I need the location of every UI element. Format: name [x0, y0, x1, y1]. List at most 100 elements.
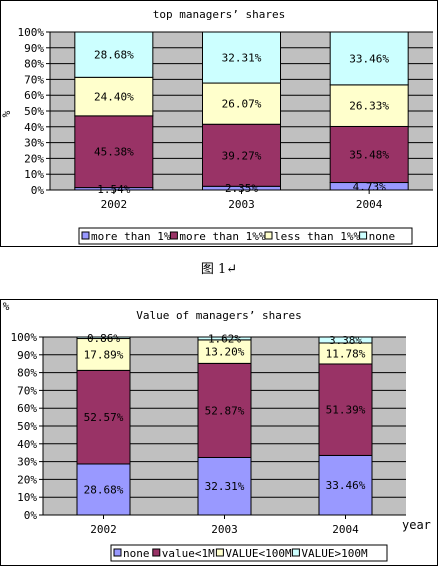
- chart-2-xlabel: year: [402, 518, 431, 532]
- chart-1-legend-swatch: [81, 231, 90, 240]
- chart-2-bar-segment: [318, 336, 373, 344]
- chart-1-data-label: 32.31%: [222, 52, 262, 65]
- chart-2-bar-segment: [197, 336, 252, 341]
- chart-2-legend: none value<1M VALUE<100M VALUE>100M: [110, 544, 388, 562]
- chart-1-data-label: 26.33%: [349, 100, 389, 113]
- chart-1-legend-label: more than 1%: [91, 230, 171, 243]
- chart-1-bars: [74, 31, 409, 191]
- chart-1-legend-swatch: [169, 231, 178, 240]
- chart-1-y-tick-label: 0%: [31, 184, 45, 197]
- figure-caption: 图 1↵: [200, 262, 238, 277]
- chart-1: top managers’ shares % 1.54% 45.38% 24.40%…: [0, 8, 433, 245]
- chart-1-bar-segment: [202, 82, 281, 125]
- chart-1-bar-segment: [329, 84, 409, 127]
- chart-1-bar-segment: [74, 115, 154, 189]
- chart-1-y-tick-label: 70%: [24, 73, 44, 86]
- chart-1-data-label: 1.54%: [97, 183, 130, 196]
- chart-1-legend: more than 1% more than 1%% less than 1%% no…: [78, 227, 413, 245]
- chart-1-legend-swatch: [359, 231, 368, 240]
- chart-1-data-label: 24.40%: [94, 91, 134, 104]
- chart-2-y-tick-label: 30%: [17, 456, 37, 469]
- chart-2-legend-swatch: [291, 548, 300, 557]
- chart-2-y-tick-label: 20%: [17, 473, 37, 486]
- chart-2-x-tick-label: 2003: [211, 523, 238, 536]
- chart-2-data-label: 13.20%: [205, 346, 245, 359]
- chart-1-data-labels: 1.54% 45.38% 24.40% 28.68% 2.35% 39.27% 26.07%…: [94, 49, 389, 196]
- chart-2-y-tick-label: 50%: [17, 420, 37, 433]
- chart-2-data-label: 52.57%: [84, 411, 124, 424]
- chart-1-title: top managers’ shares: [153, 8, 285, 21]
- chart-1-legend-label: less than 1%%: [274, 230, 360, 243]
- chart-2-y-ticks: 0% 10% 20% 30% 40% 50% 60% 70% 80% 90% 100%: [11, 331, 43, 522]
- chart-1-y-tick-label: 90%: [24, 42, 44, 55]
- chart-1-x-tick-label: 2002: [101, 198, 128, 211]
- chart-1-data-label: 26.07%: [222, 98, 262, 111]
- chart-2-bars: [76, 336, 373, 516]
- chart-2: Value of managers’ shares % 28.68% 52.57%…: [3, 300, 431, 562]
- chart-2-y-tick-label: 0%: [24, 509, 38, 522]
- chart-2-y-tick-label: 90%: [17, 349, 37, 362]
- chart-2-bar-segment: [197, 456, 252, 516]
- chart-1-bar-segment: [74, 31, 154, 78]
- chart-1-y-ticks: 0% 10% 20% 30% 40% 50% 60% 70% 80% 90% 100%: [18, 26, 50, 197]
- chart-1-y-tick-label: 60%: [24, 89, 44, 102]
- chart-2-data-label: 51.39%: [326, 404, 366, 417]
- chart-2-data-label: 17.89%: [84, 348, 124, 361]
- chart-1-y-tick-label: 80%: [24, 58, 44, 71]
- chart-1-legend-label: none: [369, 230, 396, 243]
- chart-1-data-label: 33.46%: [349, 52, 389, 65]
- chart-2-data-label: 32.31%: [205, 480, 245, 493]
- chart-1-bar-segment: [329, 31, 409, 86]
- chart-2-bar-segment: [318, 363, 373, 456]
- chart-1-legend-label: more than 1%%: [179, 230, 265, 243]
- chart-2-bar-segment: [197, 362, 252, 458]
- chart-2-x-tick-label: 2002: [90, 523, 117, 536]
- chart-2-y-tick-label: 80%: [17, 367, 37, 380]
- chart-1-legend-swatch: [264, 231, 273, 240]
- chart-2-x-ticks: 2002 2003 2004: [90, 515, 359, 536]
- chart-2-data-label: 0.86%: [87, 332, 120, 345]
- chart-2-legend-label: none: [123, 547, 150, 560]
- chart-1-bar-segment: [202, 31, 281, 84]
- chart-2-legend-box: [110, 544, 388, 562]
- chart-2-legend-swatch: [215, 548, 224, 557]
- chart-2-bar-segment: [76, 463, 131, 516]
- chart-2-ylabel: %: [3, 300, 10, 313]
- chart-1-data-label: 2.35%: [225, 182, 258, 195]
- chart-2-y-tick-label: 40%: [17, 438, 37, 451]
- chart-2-x-tick-label: 2004: [332, 523, 359, 536]
- chart-1-x-tick-label: 2004: [356, 198, 383, 211]
- chart-2-data-label: 28.68%: [84, 483, 124, 496]
- chart-2-legend-label: VALUE<100M: [225, 547, 292, 560]
- chart-2-data-label: 33.46%: [326, 479, 366, 492]
- chart-1-bar-segment: [329, 125, 409, 184]
- chart-1-x-tick-label: 2003: [228, 198, 255, 211]
- chart-2-y-tick-label: 70%: [17, 384, 37, 397]
- chart-2-data-label: 3.38%: [329, 334, 362, 347]
- chart-1-data-label: 39.27%: [222, 149, 262, 162]
- chart-1-x-ticks: 2002 2003 2004: [101, 190, 383, 211]
- chart-2-data-label: 52.87%: [205, 404, 245, 417]
- chart-2-data-label: 1.62%: [208, 332, 241, 345]
- chart-2-legend-label: VALUE>100M: [301, 547, 368, 560]
- chart-2-data-labels: 28.68% 52.57% 17.89% 0.86% 32.31% 52.87% 13.20…: [84, 332, 366, 497]
- chart-1-y-tick-label: 20%: [24, 152, 44, 165]
- chart-2-bar-segment: [76, 336, 131, 340]
- chart-2-bar-segment: [76, 369, 131, 465]
- chart-2-y-tick-label: 10%: [17, 491, 37, 504]
- chart-2-data-label: 11.78%: [326, 347, 366, 360]
- chart-1-bar-segment: [202, 123, 281, 187]
- chart-1-y-tick-label: 100%: [18, 26, 45, 39]
- chart-2-y-tick-label: 60%: [17, 402, 37, 415]
- chart-1-ylabel: %: [0, 110, 13, 117]
- chart-2-legend-swatch: [152, 548, 161, 557]
- chart-1-data-label: 28.68%: [94, 49, 134, 62]
- chart-1-legend-box: [78, 227, 413, 245]
- chart-1-y-tick-label: 40%: [24, 121, 44, 134]
- chart-1-data-label: 35.48%: [349, 148, 389, 161]
- chart-1-data-label: 45.38%: [94, 146, 134, 159]
- chart-1-y-tick-label: 30%: [24, 137, 44, 150]
- chart-2-legend-label: value<1M: [162, 547, 215, 560]
- chart-1-y-tick-label: 50%: [24, 105, 44, 118]
